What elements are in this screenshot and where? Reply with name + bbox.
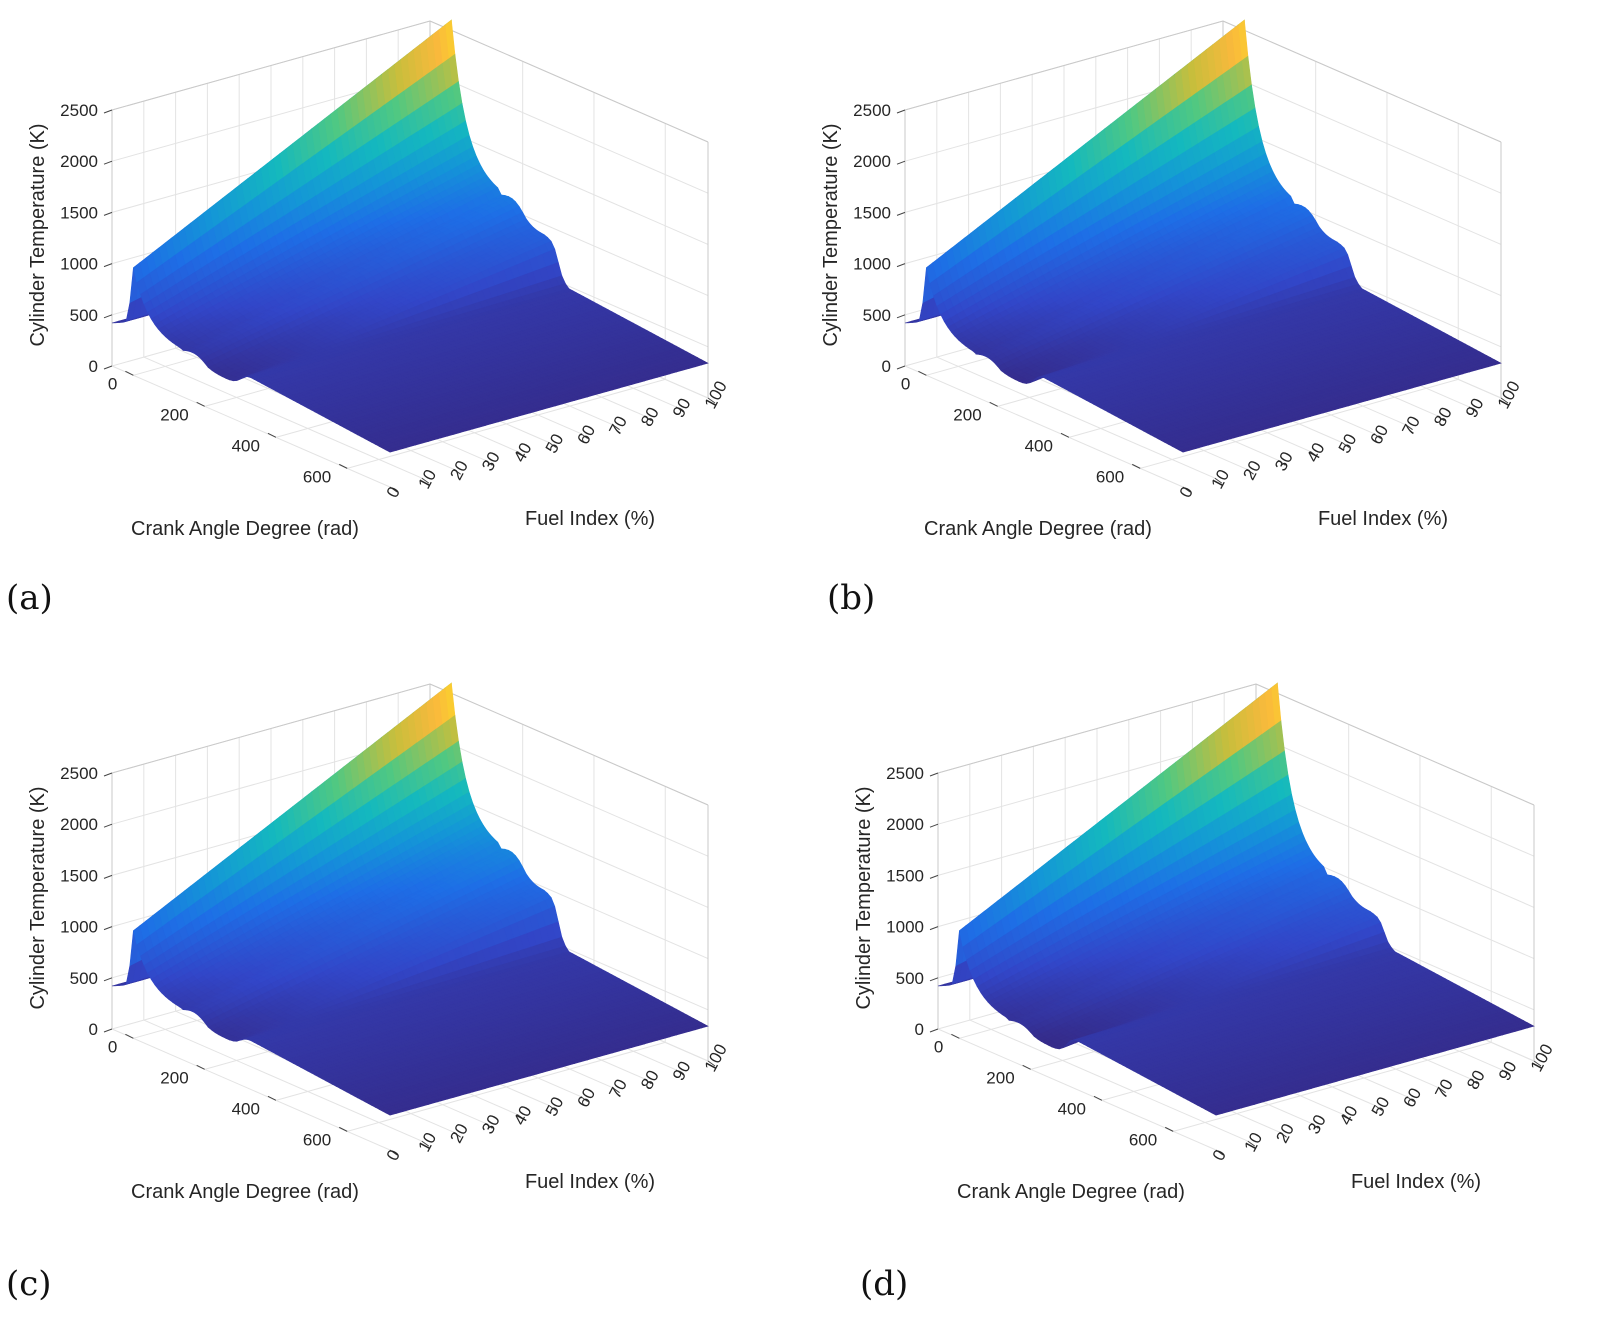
y-tick-label: 80 xyxy=(637,404,663,430)
z-tick xyxy=(103,160,113,165)
y-tick xyxy=(485,459,493,466)
panel-label-a: (a) xyxy=(6,578,53,618)
y-tick-label: 30 xyxy=(478,449,504,475)
z-tick xyxy=(103,263,113,268)
z-tick xyxy=(103,211,113,216)
x-tick xyxy=(339,463,348,469)
y-tick-label: 0 xyxy=(383,484,404,501)
x-tick xyxy=(125,370,134,376)
x-tick-label: 0 xyxy=(108,374,117,393)
z-tick xyxy=(103,109,113,114)
axis-box-edge xyxy=(1222,20,1502,143)
axis-box-edge xyxy=(429,20,709,143)
y-tick-label: 20 xyxy=(446,457,472,483)
z-tick-label: 1500 xyxy=(60,203,98,222)
surface xyxy=(904,19,1502,453)
y-tick xyxy=(675,406,684,413)
z-tick xyxy=(103,314,113,319)
z-axis-label: Cylinder Temperature (K) xyxy=(27,123,49,346)
z-tick xyxy=(103,365,113,370)
y-tick-label: 100 xyxy=(701,378,731,412)
y-tick xyxy=(421,477,430,484)
y-floor-gridline xyxy=(143,356,422,479)
y-floor-gridline xyxy=(936,356,1215,479)
y-tick-label: 60 xyxy=(574,422,600,448)
z-tick-label: 2000 xyxy=(60,152,98,171)
x-axis-label: Crank Angle Degree (rad) xyxy=(131,518,359,540)
z-tick-label: 500 xyxy=(70,306,98,325)
x-tick xyxy=(196,401,205,407)
y-tick-label: 10 xyxy=(415,466,441,492)
x-tick xyxy=(267,432,277,438)
y-tick-label: 50 xyxy=(542,431,568,457)
x-tick-label: 400 xyxy=(232,436,260,455)
surface-chart-a: 0 500 1000 1500 2000 2500 0 200 400 600 0 10 20 30 40 5… xyxy=(27,19,731,540)
axis-box-edge xyxy=(111,20,431,111)
x-tick-label: 600 xyxy=(303,467,331,486)
axis-box-edge xyxy=(904,20,1224,111)
surface-patch xyxy=(385,448,398,453)
y-tick-label: 70 xyxy=(605,413,631,439)
y-tick xyxy=(453,468,461,475)
y-tick xyxy=(516,450,525,457)
y-axis-label: Fuel Index (%) xyxy=(525,508,655,530)
x-floor-gridline xyxy=(347,378,666,469)
y-tick xyxy=(612,424,620,431)
y-tick xyxy=(707,397,716,404)
surface xyxy=(111,19,709,453)
y-tick-label: 90 xyxy=(669,395,695,421)
y-tick-label: 40 xyxy=(510,440,536,466)
y-tick xyxy=(644,415,652,422)
y-tick xyxy=(548,442,557,448)
x-floor-gridline xyxy=(1140,378,1459,469)
y-tick xyxy=(580,433,589,440)
y-tick xyxy=(389,486,398,493)
x-tick-label: 200 xyxy=(160,405,188,424)
z-tick-label: 0 xyxy=(89,357,98,376)
z-tick-label: 1000 xyxy=(60,255,98,274)
z-tick-label: 2500 xyxy=(60,101,98,120)
